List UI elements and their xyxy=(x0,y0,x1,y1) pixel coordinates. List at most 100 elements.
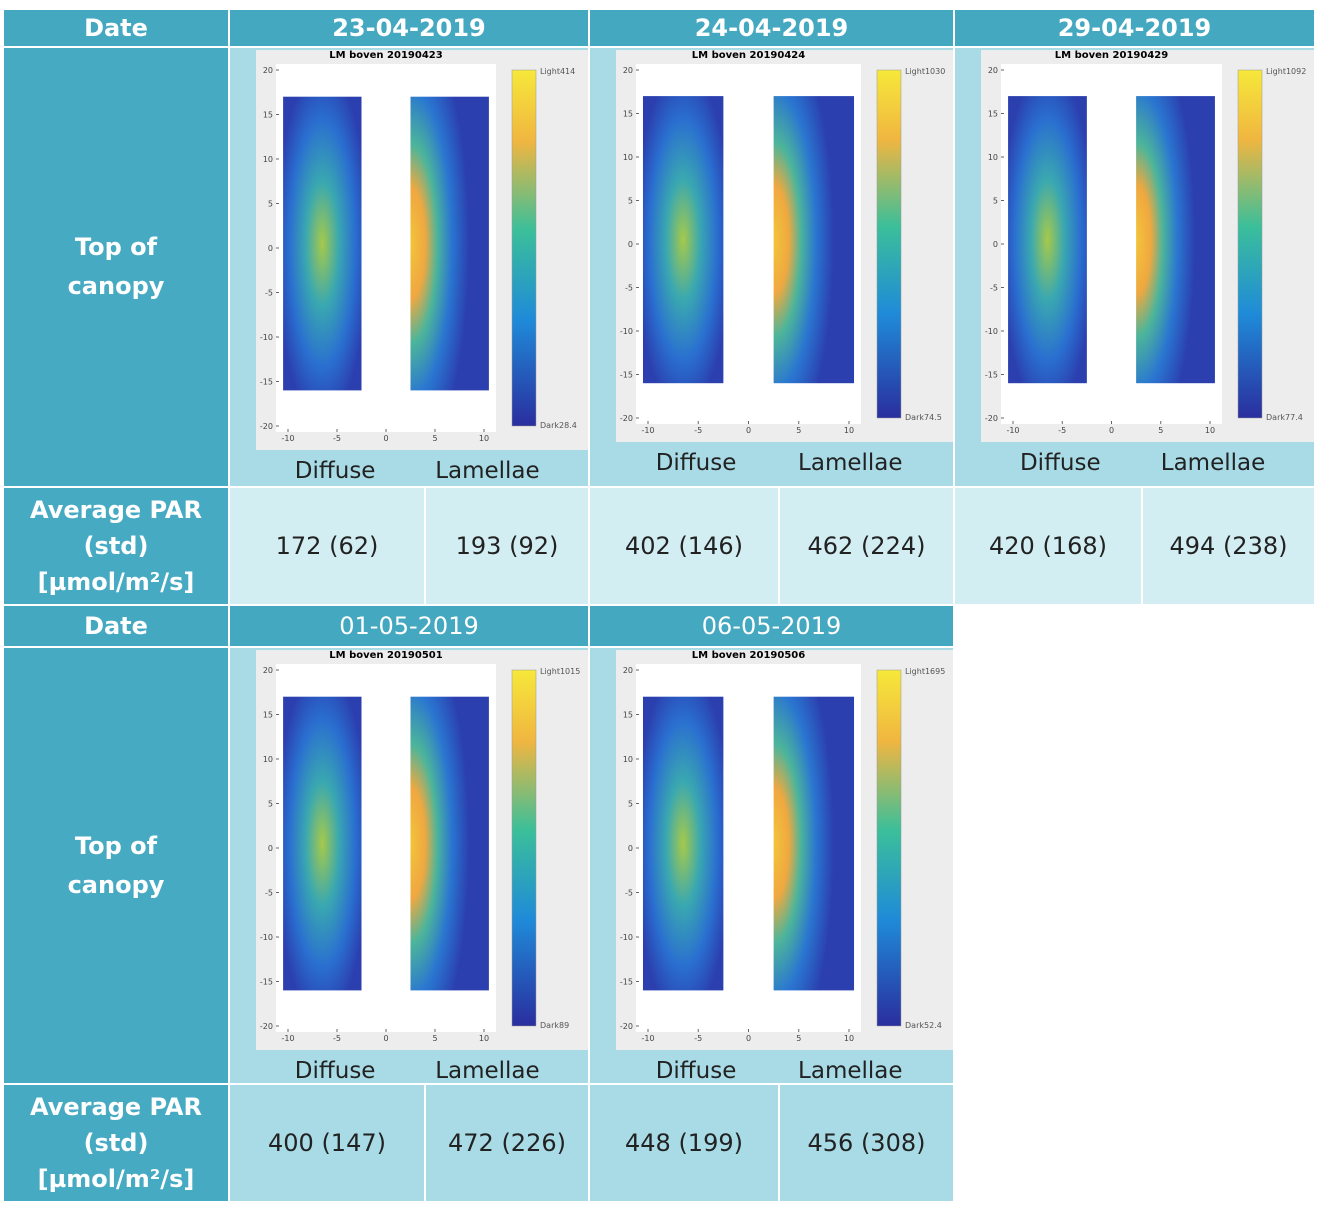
image-title: LM boven 20190501 xyxy=(329,650,442,661)
y-tick-label: -10 xyxy=(985,327,998,336)
x-tick-label: -10 xyxy=(641,426,654,435)
x-tick-label: -5 xyxy=(694,1034,702,1043)
y-tick-label: 20 xyxy=(263,66,273,75)
y-tick-label: -15 xyxy=(620,978,633,987)
colorbar xyxy=(511,69,537,427)
y-tick-label: 15 xyxy=(623,110,633,119)
x-tick-label: 0 xyxy=(383,1034,388,1043)
x-tick-label: 10 xyxy=(844,426,854,435)
image-label: Diffuse xyxy=(1019,450,1101,476)
x-tick-label: -5 xyxy=(1058,426,1066,435)
lamellae-heatmap xyxy=(773,696,855,991)
colorbar-top-label: Light1695 xyxy=(905,667,945,676)
heatmap-image: LM boven 20190423-10 -5 0 5 1020151050-5-10-… xyxy=(256,50,588,450)
row-label-line: Top of xyxy=(74,831,158,860)
image-label: Lamellae xyxy=(435,1058,540,1084)
x-tick-label: 0 xyxy=(383,434,388,443)
y-tick-label: -20 xyxy=(260,1022,273,1031)
y-tick-label: -15 xyxy=(260,978,273,987)
image-cell: LM boven 20190423 -10 -5 0 5 10 20 15 10 5 0 -5 -10-… xyxy=(230,48,590,488)
colorbar xyxy=(1237,69,1263,419)
x-tick-label: 5 xyxy=(432,434,437,443)
par-value: 472 (226) xyxy=(426,1085,590,1203)
par-value: 462 (224) xyxy=(780,488,955,606)
image-label: Lamellae xyxy=(798,450,903,476)
par-label-line: (std) xyxy=(83,532,149,560)
y-tick-label: -5 xyxy=(625,889,633,898)
colorbar-top-label: Light414 xyxy=(540,67,575,76)
date-header: 24-04-2019 xyxy=(590,10,955,48)
colorbar-top-label: Light1092 xyxy=(1266,67,1306,76)
x-tick-label: 10 xyxy=(844,1034,854,1043)
x-tick-label: -5 xyxy=(333,1034,341,1043)
x-tick-label: 10 xyxy=(479,434,489,443)
image-title: LM boven 20190424 xyxy=(692,50,805,61)
par-value: 420 (168) xyxy=(955,488,1143,606)
image-label: Diffuse xyxy=(655,1058,737,1084)
x-tick-label: -5 xyxy=(694,426,702,435)
date-header: 06-05-2019 xyxy=(590,606,955,648)
date-header: 01-05-2019 xyxy=(230,606,590,648)
y-tick-label: 10 xyxy=(623,755,633,764)
colorbar-top-label: Light1015 xyxy=(540,667,580,676)
diffuse-heatmap xyxy=(283,696,362,991)
par-value: 448 (199) xyxy=(590,1085,780,1203)
lamellae-heatmap xyxy=(410,696,489,991)
par-label: Average PAR (std) [µmol/m²/s] xyxy=(4,488,230,606)
y-tick-label: 5 xyxy=(268,800,273,809)
par-label: Average PAR (std) [µmol/m²/s] xyxy=(4,1085,230,1203)
diffuse-heatmap xyxy=(642,96,724,384)
colorbar xyxy=(876,669,902,1027)
diffuse-heatmap xyxy=(642,696,724,991)
image-label: Diffuse xyxy=(294,458,376,484)
par-value: 172 (62) xyxy=(230,488,426,606)
header-label: Date xyxy=(4,10,230,48)
image-label: Diffuse xyxy=(294,1058,376,1084)
row-label: Top of canopy xyxy=(4,48,230,488)
x-tick-label: -10 xyxy=(281,1034,294,1043)
heatmap-image: LM boven 20190501-10 -5 0 5 1020151050-5-10-… xyxy=(256,650,588,1050)
y-tick-label: 15 xyxy=(988,110,998,119)
y-tick-label: 15 xyxy=(263,711,273,720)
par-value: 456 (308) xyxy=(780,1085,955,1203)
date-header: 29-04-2019 xyxy=(955,10,1316,48)
lamellae-heatmap xyxy=(773,96,855,384)
image-label: Lamellae xyxy=(435,458,540,484)
row-label-line: canopy xyxy=(67,272,165,300)
colorbar-bottom-label: Dark89 xyxy=(540,1021,569,1030)
y-tick-label: 5 xyxy=(628,197,633,206)
y-tick-label: 0 xyxy=(268,244,273,253)
header-label: Date xyxy=(4,606,230,648)
y-tick-label: 0 xyxy=(628,844,633,853)
x-tick-label: 5 xyxy=(432,1034,437,1043)
y-tick-label: -10 xyxy=(620,933,633,942)
image-label: Lamellae xyxy=(1160,450,1266,476)
y-tick-label: -20 xyxy=(620,1022,633,1031)
colorbar-bottom-label: Dark52.4 xyxy=(905,1021,942,1030)
x-tick-label: 5 xyxy=(796,1034,801,1043)
diffuse-heatmap xyxy=(283,96,362,391)
image-label: Diffuse xyxy=(655,450,737,476)
colorbar xyxy=(876,69,902,419)
row-label: Top of canopy xyxy=(4,648,230,1085)
y-tick-label: 20 xyxy=(623,66,633,75)
y-tick-label: 20 xyxy=(988,66,998,75)
y-tick-label: 10 xyxy=(988,153,998,162)
par-value: 193 (92) xyxy=(426,488,590,606)
par-label-line: [µmol/m²/s] xyxy=(37,568,195,596)
par-label-line: (std) xyxy=(83,1129,149,1157)
y-tick-label: -10 xyxy=(620,327,633,336)
par-value: 400 (147) xyxy=(230,1085,426,1203)
par-label-line: [µmol/m²/s] xyxy=(37,1165,195,1193)
x-tick-label: 10 xyxy=(1205,426,1215,435)
par-label-line: Average PAR xyxy=(30,496,202,524)
x-tick-label: 0 xyxy=(1109,426,1114,435)
colorbar xyxy=(511,669,537,1027)
lamellae-heatmap xyxy=(1136,96,1215,384)
colorbar-bottom-label: Dark77.4 xyxy=(1266,413,1303,422)
x-tick-label: 0 xyxy=(746,1034,751,1043)
image-label: Lamellae xyxy=(798,1058,903,1084)
y-tick-label: -15 xyxy=(260,378,273,387)
y-tick-label: -20 xyxy=(620,414,633,423)
y-tick-label: 5 xyxy=(628,800,633,809)
